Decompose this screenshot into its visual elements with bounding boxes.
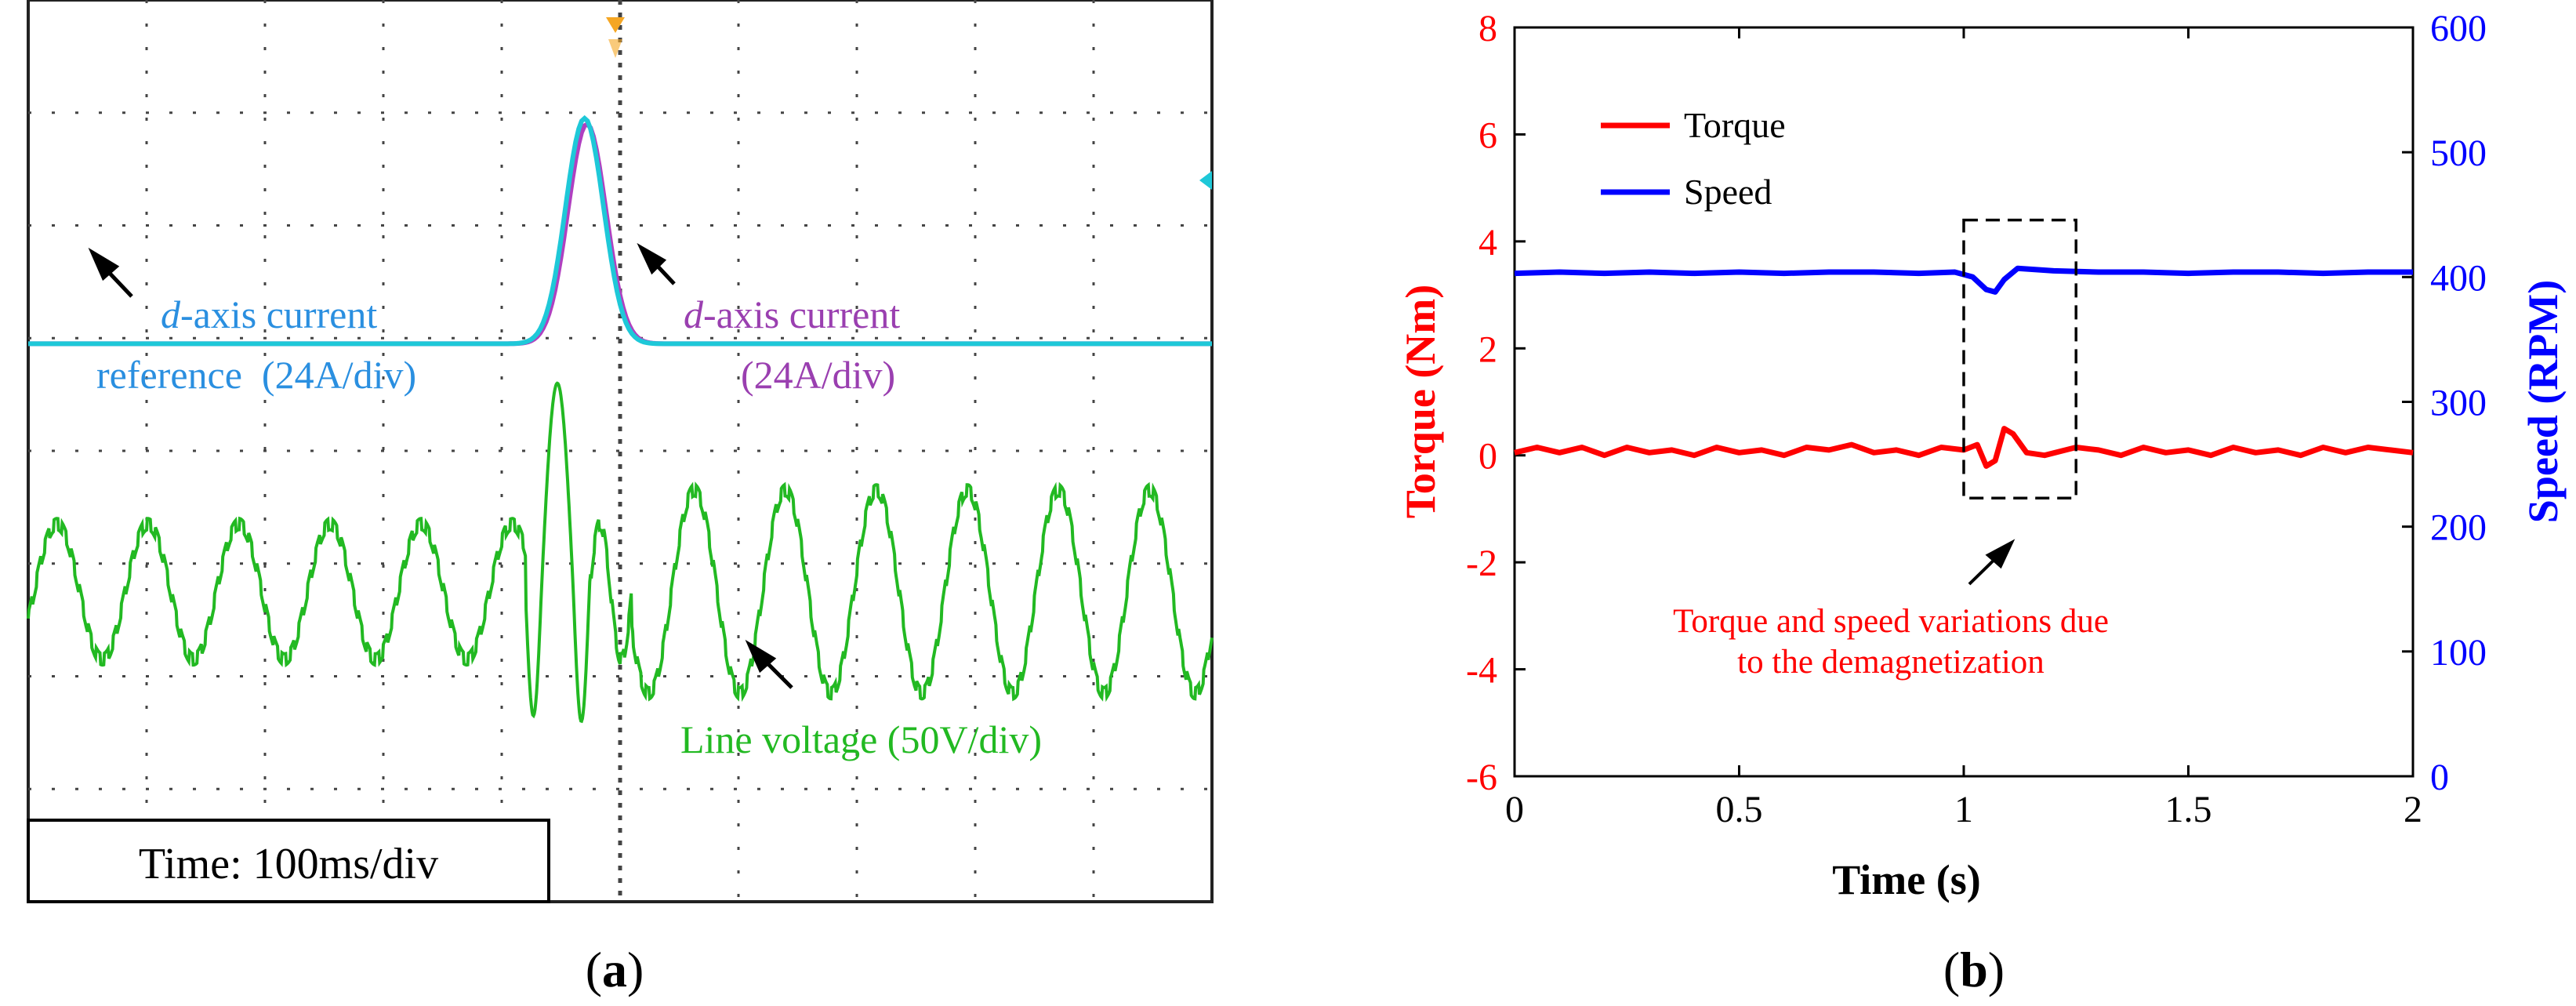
caption-a: (a) — [586, 942, 644, 997]
legend-torque-label: Torque — [1684, 105, 1786, 145]
y-right-tick-label: 200 — [2430, 507, 2487, 549]
speed-series-line — [1514, 265, 2413, 295]
caption-a-close: ) — [627, 942, 644, 997]
x-tick-label: 0 — [1505, 789, 1524, 830]
caption-b-letter: b — [1960, 942, 1988, 997]
scope-arrows — [88, 242, 793, 689]
annotation-line1: Torque and speed variations due — [1673, 603, 2109, 640]
arrow-d-ref-head-icon — [88, 247, 120, 281]
y-left-tick-label: -4 — [1466, 650, 1497, 692]
y-right-tick-label: 500 — [2430, 133, 2487, 174]
line-voltage-trace — [27, 381, 1214, 724]
annotation-box — [1962, 218, 2077, 500]
caption-a-open: ( — [586, 942, 602, 997]
annotation-line2: to the demagnetization — [1737, 644, 2044, 681]
caption-a-letter: a — [602, 942, 627, 997]
d-ref-text: -axis current — [180, 292, 377, 336]
d-cur-italic: d — [684, 292, 704, 336]
channel-level-marker-icon — [1199, 171, 1212, 190]
caption-b-open: ( — [1943, 942, 1960, 997]
x-tick-label: 0.5 — [1716, 789, 1763, 830]
torque-series-line — [1514, 426, 2414, 469]
arrow-line-voltage-head-icon — [745, 639, 777, 674]
y-right-axis-title: Speed (RPM) — [2520, 280, 2567, 523]
caption-b: (b) — [1943, 942, 2005, 997]
line-voltage-label: Line voltage (50V/div) — [680, 717, 1042, 761]
y-right-tick-label: 100 — [2430, 632, 2487, 674]
time-div-box — [27, 819, 550, 903]
d-ref-label-line2: reference (24A/div) — [96, 353, 416, 397]
b-series — [1514, 265, 2414, 469]
y-left-tick-label: 4 — [1478, 222, 1497, 263]
d-axis-reference-trace — [28, 114, 1212, 347]
y-right-tick-label: 300 — [2430, 383, 2487, 424]
legend: Torque Speed — [1601, 105, 1786, 212]
d-ref-italic: d — [161, 292, 181, 336]
y-right-tick-label: 400 — [2430, 257, 2487, 299]
x-tick-label: 1 — [1954, 789, 1973, 830]
arrow-d-cur-head-icon — [637, 242, 667, 275]
trigger-arrow-icon — [606, 17, 625, 33]
trigger-marker — [606, 17, 625, 58]
x-axis-title: Time (s) — [1832, 856, 1980, 903]
panel-b: 0 0.5 1 1.5 2-6-4-2024680100200300400500600 … — [1397, 8, 2567, 997]
y-left-tick-label: -2 — [1466, 543, 1497, 584]
scope-traces — [27, 114, 1214, 724]
annotation-arrow — [1968, 539, 2015, 586]
x-tick-label: 1.5 — [2165, 789, 2212, 830]
y-right-tick-label: 0 — [2430, 757, 2449, 798]
y-left-tick-label: 8 — [1478, 8, 1497, 49]
y-left-axis-title: Torque (Nm) — [1397, 285, 1444, 519]
y-left-tick-label: 6 — [1478, 114, 1497, 156]
x-tick-label: 2 — [2404, 789, 2422, 830]
time-div-label: Time: 100ms/div — [139, 840, 438, 888]
panel-a: d-axis current reference (24A/div) d-axi… — [27, 0, 1214, 997]
y-left-tick-label: -6 — [1466, 757, 1497, 798]
y-left-tick-label: 0 — [1478, 436, 1497, 478]
y-left-tick-label: 2 — [1478, 329, 1497, 370]
trigger-flag-icon — [608, 39, 622, 58]
legend-speed-label: Speed — [1684, 172, 1772, 212]
d-cur-label-line1: d-axis current — [684, 292, 900, 336]
scope-screen — [27, 0, 1214, 903]
d-ref-label-line1: d-axis current — [161, 292, 377, 336]
caption-b-close: ) — [1988, 942, 2005, 997]
d-cur-text: -axis current — [703, 292, 900, 336]
annotation-arrow-head-icon — [1985, 539, 2015, 569]
y-right-tick-label: 600 — [2430, 8, 2487, 49]
d-cur-label-line2: (24A/div) — [741, 353, 895, 397]
